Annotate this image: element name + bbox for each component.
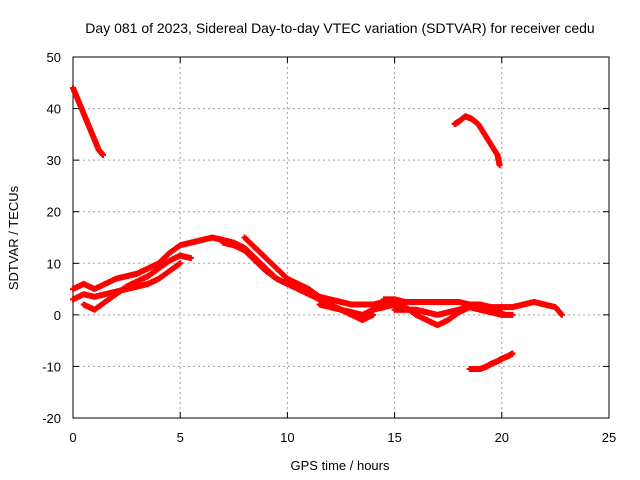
data-point (498, 309, 505, 316)
y-tick-label: -10 (42, 359, 61, 374)
series-arc-early-high (70, 84, 107, 158)
y-tick-label: 20 (47, 205, 61, 220)
data-point (509, 350, 516, 357)
plot-frame (72, 56, 610, 419)
data-point (370, 311, 377, 318)
x-tick-label: 15 (387, 430, 401, 445)
series-arc-late-neg (466, 350, 516, 373)
y-tick-label: 30 (47, 153, 61, 168)
data-point (187, 255, 194, 262)
series-arc-late-b (391, 304, 505, 318)
grid (73, 57, 609, 418)
y-tick-label: -20 (42, 411, 61, 426)
x-tick-label: 5 (177, 430, 184, 445)
axis-ticks (72, 56, 610, 419)
x-tick-label: 0 (69, 430, 76, 445)
data-point (177, 260, 184, 267)
y-tick-label: 0 (54, 308, 61, 323)
x-tick-labels: 0 5 10 15 20 25 (69, 430, 616, 445)
y-tick-label: 10 (47, 256, 61, 271)
data-point (509, 311, 516, 318)
series-arc-late-a (380, 296, 565, 318)
series-arc-main-c (80, 252, 194, 313)
data-point (100, 151, 107, 158)
x-axis-label: GPS time / hours (291, 458, 390, 473)
y-axis-label: SDTVAR / TECUs (6, 185, 21, 290)
data-points (70, 84, 565, 373)
chart-title: Day 081 of 2023, Sidereal Day-to-day VTE… (85, 20, 594, 36)
data-point (558, 311, 565, 318)
series-arc-late-high (451, 113, 503, 169)
y-tick-label: 50 (47, 50, 61, 65)
y-tick-labels: -20 -10 0 10 20 30 40 50 (42, 50, 61, 426)
x-tick-label: 20 (495, 430, 509, 445)
y-tick-label: 40 (47, 102, 61, 117)
x-tick-label: 10 (280, 430, 294, 445)
data-point (496, 162, 503, 169)
x-tick-label: 25 (602, 430, 616, 445)
